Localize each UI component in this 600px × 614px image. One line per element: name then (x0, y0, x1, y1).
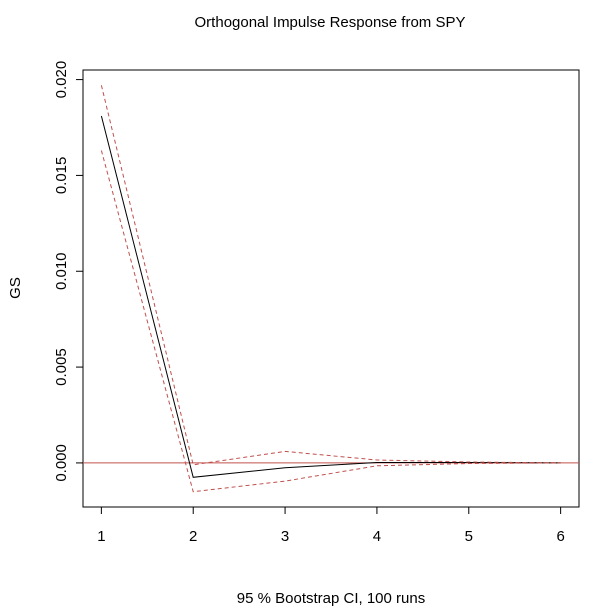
watermark: 知乎 @Double Sandio (417, 567, 586, 586)
x-tick-label: 3 (281, 528, 289, 545)
y-tick-label: 0.000 (53, 444, 70, 482)
x-tick-label: 6 (556, 528, 564, 545)
series-layer (83, 85, 579, 493)
plot-frame (82, 69, 580, 508)
chart-title: Orthogonal Impulse Response from SPY (195, 14, 466, 31)
y-tick-label: 0.005 (53, 348, 70, 386)
x-tick-label: 5 (465, 528, 473, 545)
y-tick-label: 0.010 (53, 252, 70, 290)
y-axis: 0.000 0.005 0.010 0.015 0.020 (53, 61, 83, 482)
y-tick-label: 0.020 (53, 61, 70, 99)
series-line-response (100, 115, 561, 478)
series-line-upper (100, 85, 561, 466)
x-tick-label: 4 (373, 528, 381, 545)
x-axis: 1 2 3 4 5 6 (97, 507, 565, 545)
x-tick-label: 2 (189, 528, 197, 545)
x-tick-label: 1 (97, 528, 105, 545)
series-line-lower (100, 150, 561, 493)
x-axis-label: 95 % Bootstrap CI, 100 runs (237, 590, 425, 607)
y-axis-label: GS (7, 277, 24, 299)
y-tick-label: 0.015 (53, 157, 70, 195)
